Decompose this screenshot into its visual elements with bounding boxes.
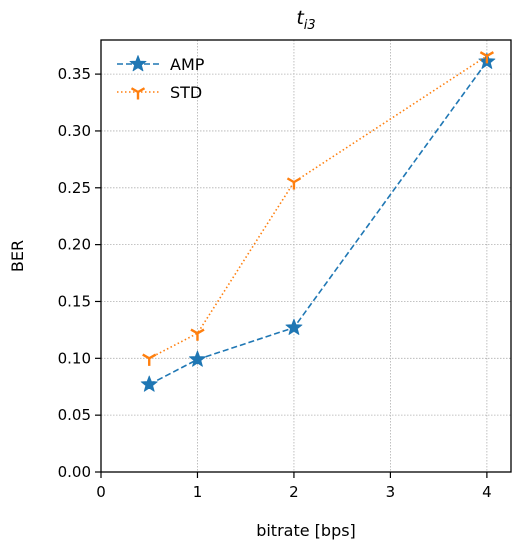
grid: [100, 40, 511, 473]
y-tick-label: 0.20: [58, 236, 91, 254]
legend-marker-amp: [129, 55, 147, 72]
x-tick-label: 1: [193, 483, 203, 501]
x-tick-label: 3: [386, 483, 396, 501]
data-point-std: [286, 177, 302, 190]
data-point-amp: [140, 375, 158, 392]
data-point-amp: [188, 350, 206, 367]
ticks: 0 1 2 3 4 0.00 0.05 0.10 0.15 0.20 0.25 0.30 0.35: [58, 65, 492, 501]
x-tick-label: 4: [482, 483, 492, 501]
legend-marker-std: [130, 87, 146, 100]
y-tick-label: 0.00: [58, 463, 91, 481]
series-layer: [140, 51, 496, 392]
x-tick-label: 2: [289, 483, 299, 501]
series-line-amp: [148, 61, 488, 386]
legend: AMP STD: [117, 55, 205, 102]
data-point-std: [479, 51, 495, 64]
y-tick-label: 0.35: [58, 65, 91, 83]
y-axis-label: BER: [8, 240, 27, 272]
y-tick-label: 0.25: [58, 179, 91, 197]
chart-title: ti3: [296, 7, 315, 33]
y-tick-label: 0.05: [58, 406, 91, 424]
series-line-std: [148, 55, 488, 360]
x-axis-label: bitrate [bps]: [256, 521, 356, 540]
plot-frame: [100, 39, 512, 473]
y-tick-label: 0.30: [58, 122, 91, 140]
series-std: [142, 51, 495, 366]
data-point-std: [142, 353, 157, 366]
chart-title-subscript: i3: [304, 18, 316, 33]
y-tick-label: 0.15: [58, 292, 91, 310]
legend-label-amp: AMP: [170, 55, 205, 74]
y-tick-label: 0.10: [58, 349, 91, 367]
x-tick-label: 0: [96, 483, 106, 501]
data-point-std: [190, 328, 205, 341]
series-amp: [140, 52, 496, 392]
legend-label-std: STD: [170, 83, 202, 102]
data-point-amp: [285, 318, 303, 335]
chart-title-main: t: [296, 7, 305, 29]
